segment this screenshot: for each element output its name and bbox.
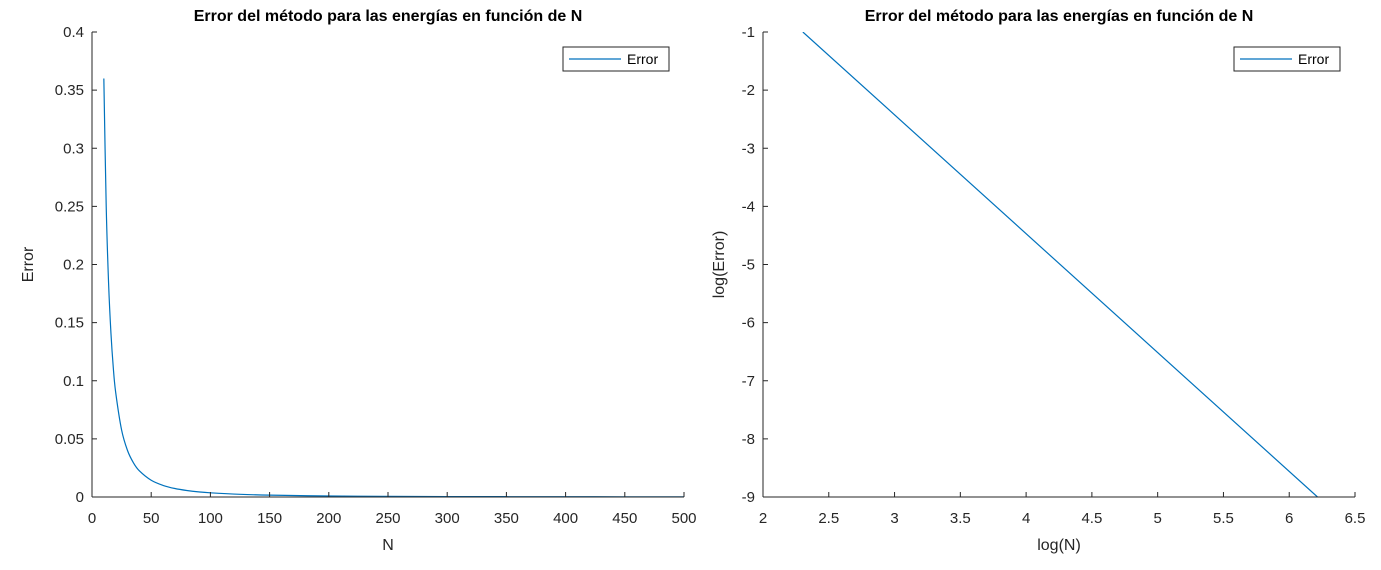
x-tick-label: 250 <box>375 510 400 527</box>
y-tick-label: -5 <box>742 257 755 274</box>
y-tick-label: 0.35 <box>55 82 84 99</box>
x-tick-label: 0 <box>88 510 96 527</box>
y-tick-label: -3 <box>742 140 755 157</box>
y-tick-label: -7 <box>742 373 755 390</box>
y-tick-label: 0.15 <box>55 315 84 332</box>
chart-1: 0 50 100 150 200 250 300 350 400 450 500 0 0.05 0.1 0.… <box>20 8 697 554</box>
x-tick-label: 3.5 <box>950 510 971 527</box>
series-line-1 <box>103 78 684 497</box>
y-tick-label: 0.1 <box>63 373 84 390</box>
y-tick-label: -9 <box>742 489 755 506</box>
legend: Error <box>562 46 670 72</box>
x-axis-label: N <box>382 537 394 554</box>
y-tick-label: 0.3 <box>63 140 84 157</box>
x-tick-label: 400 <box>553 510 578 527</box>
y-tick-label: -8 <box>742 431 755 448</box>
y-tick-label: -1 <box>742 24 755 41</box>
y-tick-label: 0 <box>76 489 84 506</box>
series-line-1 <box>802 32 1318 497</box>
x-tick-label: 3 <box>890 510 898 527</box>
x-tick-label: 50 <box>143 510 160 527</box>
chart-2: 2 2.5 3 3.5 4 4.5 5 5.5 6 6.5 -9 -8 -7 -6 -5 -4 -3 -2 -1 Er… <box>711 8 1365 554</box>
x-tick-label: 2 <box>759 510 767 527</box>
y-tick-label: -4 <box>742 198 755 215</box>
x-tick-label: 6.5 <box>1345 510 1366 527</box>
x-tick-label: 5 <box>1153 510 1161 527</box>
y-axis-label: log(Error) <box>711 231 728 299</box>
x-tick-label: 2.5 <box>818 510 839 527</box>
y-tick-label: -6 <box>742 315 755 332</box>
y-tick-label: 0.25 <box>55 198 84 215</box>
x-tick-label: 5.5 <box>1213 510 1234 527</box>
y-axis-label: Error <box>20 246 37 282</box>
y-tick-label: 0.4 <box>63 24 84 41</box>
x-tick-label: 4 <box>1022 510 1030 527</box>
x-tick-label: 100 <box>198 510 223 527</box>
chart-title: Error del método para las energías en fu… <box>865 8 1254 25</box>
legend: Error <box>1233 46 1341 72</box>
x-tick-label: 300 <box>435 510 460 527</box>
x-tick-label: 150 <box>257 510 282 527</box>
x-tick-label: 6 <box>1285 510 1293 527</box>
x-tick-label: 4.5 <box>1081 510 1102 527</box>
x-tick-label: 450 <box>612 510 637 527</box>
legend-label: Error <box>627 51 658 67</box>
y-tick-label: -2 <box>742 82 755 99</box>
x-tick-label: 500 <box>671 510 696 527</box>
x-tick-label: 200 <box>316 510 341 527</box>
y-tick-label: 0.05 <box>55 431 84 448</box>
y-tick-label: 0.2 <box>63 257 84 274</box>
x-axis-label: log(N) <box>1037 537 1081 554</box>
x-tick-label: 350 <box>494 510 519 527</box>
chart-title: Error del método para las energías en fu… <box>194 8 583 25</box>
legend-label: Error <box>1298 51 1329 67</box>
